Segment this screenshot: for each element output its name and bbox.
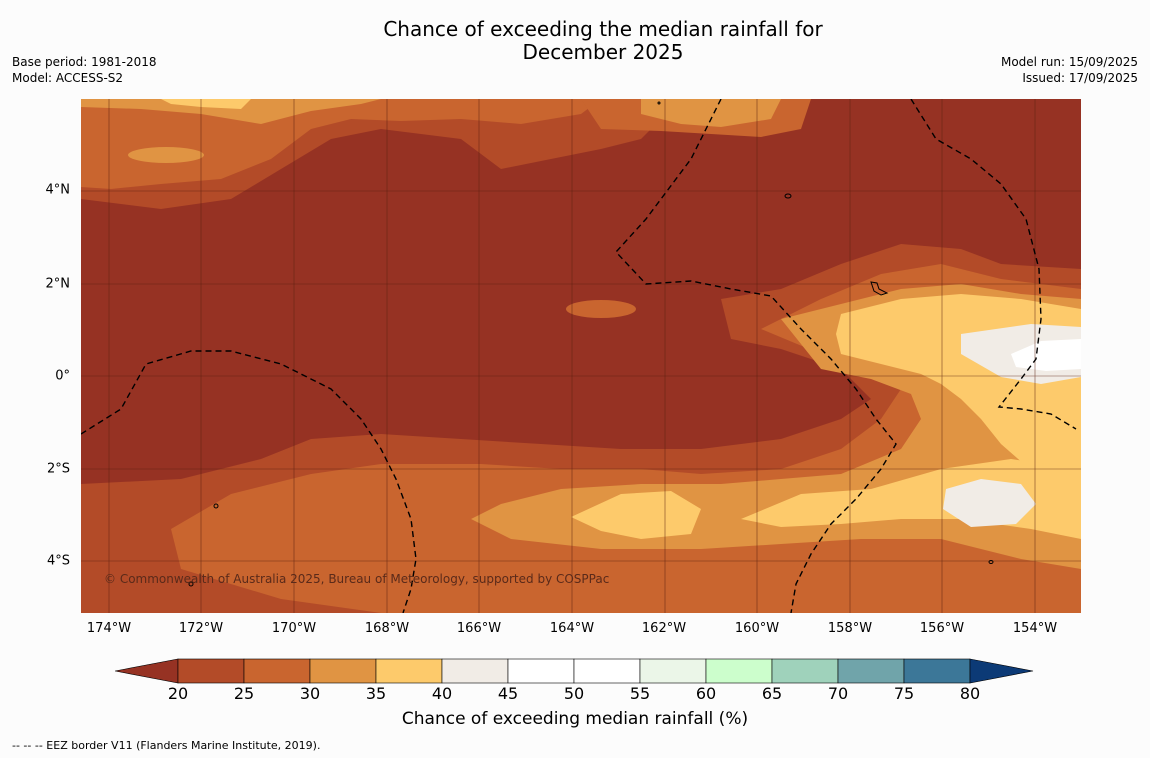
legend-arrow-low [115,658,179,684]
lat-label-4n: 4°N [45,182,71,198]
copyright-text: © Commonwealth of Australia 2025, Bureau… [104,572,610,586]
legend-swatch [441,658,509,684]
issued-text: Issued: 17/09/2025 [1022,71,1138,85]
lon-label-168w: 168°W [364,621,410,636]
legend-tick-70: 70 [827,684,849,703]
map-title: Chance of exceeding the median rainfall … [303,18,903,64]
legend-swatch [771,658,839,684]
legend-swatch [573,658,641,684]
legend-tick-30: 30 [299,684,321,703]
lat-label-0: 0° [55,368,70,384]
legend-swatch [639,658,707,684]
legend-tick-35: 35 [365,684,387,703]
region-35-40-north [161,99,251,109]
legend-tick-25: 25 [233,684,255,703]
lon-label-164w: 164°W [549,621,595,636]
meta-right: Model run: 15/09/2025 Issued: 17/09/2025 [1001,54,1138,86]
legend-swatch [705,658,773,684]
title-line-1: Chance of exceeding the median rainfall … [383,17,823,41]
eez-borders [81,99,1077,613]
rainfall-map [81,99,1081,613]
region-30-35-north [81,99,381,124]
map-gridlines [81,99,1081,613]
legend-label: Chance of exceeding median rainfall (%) [401,709,749,729]
region-20-25-north [81,99,1081,209]
legend-tick-75: 75 [893,684,915,703]
legend-tick-60: 60 [695,684,717,703]
lon-label-166w: 166°W [456,621,502,636]
legend-tick-80: 80 [959,684,981,703]
lon-label-156w: 156°W [919,621,965,636]
lon-label-170w: 170°W [271,621,317,636]
region-35-40-southwest [571,491,701,539]
legend-swatch [177,658,245,684]
region-30-35-north-blob [128,147,204,163]
base-period-text: Base period: 1981-2018 [12,55,157,69]
lat-label-4s: 4°S [46,553,70,569]
eez-footnote: -- -- -- EEZ border V11 (Flanders Marine… [12,739,321,752]
legend-arrow-high [969,658,1034,684]
legend-swatch [375,658,443,684]
lon-label-172w: 172°W [178,621,224,636]
title-line-2: December 2025 [522,40,684,64]
region-25-30-north [81,99,601,189]
lon-label-160w: 160°W [734,621,780,636]
legend-tick-40: 40 [431,684,453,703]
lat-label-2n: 2°N [45,276,71,292]
lon-label-154w: 154°W [1012,621,1058,636]
legend-swatch [507,658,575,684]
island-outlines [188,101,994,587]
lat-label-2s: 2°S [46,461,70,477]
legend-tick-50: 50 [563,684,585,703]
lon-label-174w: 174°W [86,621,132,636]
region-40-45-south [943,479,1036,527]
legend-swatch [837,658,905,684]
legend-colorbar [115,658,1034,684]
model-text: Model: ACCESS-S2 [12,71,124,85]
legend-swatch [309,658,377,684]
legend-tick-20: 20 [167,684,189,703]
meta-left: Base period: 1981-2018 Model: ACCESS-S2 [12,54,157,86]
region-30-35-northeast [641,99,781,127]
model-run-text: Model run: 15/09/2025 [1000,55,1138,69]
legend-swatch [903,658,971,684]
lon-label-162w: 162°W [641,621,687,636]
lon-label-158w: 158°W [827,621,873,636]
legend-tick-55: 55 [629,684,651,703]
legend-tick-65: 65 [761,684,783,703]
region-30-35-central-blob [566,300,636,318]
legend-swatch [243,658,311,684]
region-45-50-east [1011,339,1081,371]
legend-tick-45: 45 [497,684,519,703]
